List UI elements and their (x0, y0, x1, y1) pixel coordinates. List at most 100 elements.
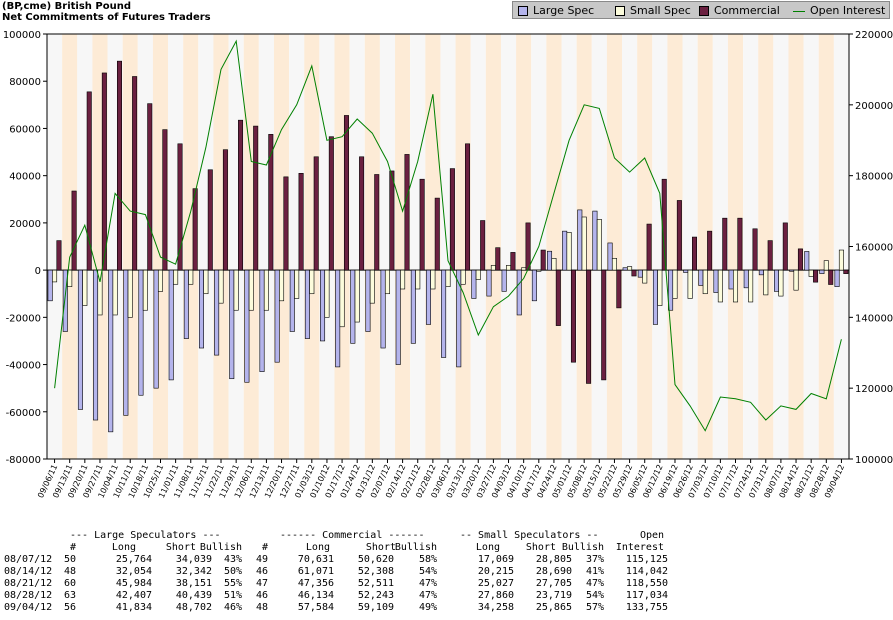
table-cell: 56 (63, 602, 76, 613)
small-spec-bar (400, 269, 406, 290)
header-commercial: ------ Commercial ------ (280, 530, 425, 541)
table-cell: 41% (585, 566, 604, 577)
table-cell: 54% (585, 590, 604, 601)
y2-tick-label: 160000 (855, 243, 893, 254)
small-spec-bar (627, 266, 633, 271)
background-band (697, 34, 713, 459)
y-tick-label: 20000 (9, 219, 41, 230)
legend-swatch-small-spec (615, 6, 625, 16)
small-spec-bar (702, 269, 708, 295)
small-spec-bar (748, 269, 754, 303)
table-cell: 47% (418, 578, 437, 589)
large-spec-bar (607, 242, 613, 271)
table-cell: 32,054 (115, 566, 152, 577)
table-cell: 47% (585, 578, 604, 589)
table-cell: 70,631 (297, 554, 334, 565)
small-spec-bar (324, 269, 330, 318)
small-spec-bar (596, 219, 602, 271)
table-cell: 46,134 (297, 590, 334, 601)
commercial-bar (162, 129, 168, 271)
large-spec-bar (47, 269, 53, 302)
commercial-bar (797, 248, 803, 271)
table-cell: 25,865 (535, 602, 572, 613)
large-spec-bar (62, 269, 68, 332)
large-spec-bar (562, 230, 568, 271)
background-band (500, 34, 517, 459)
legend-label-small-spec: Small Spec (630, 4, 691, 17)
large-spec-bar (652, 269, 658, 325)
small-spec-bar (687, 269, 693, 299)
y-tick-label: 80000 (9, 77, 41, 88)
y2-tick-label: 120000 (855, 384, 893, 395)
legend-line-open-interest (793, 10, 805, 12)
small-spec-bar (52, 269, 58, 283)
small-spec-bar (672, 269, 678, 299)
table-cell: 118,550 (625, 578, 668, 589)
commercial-bar (268, 134, 274, 271)
background-band (712, 34, 728, 459)
background-band (289, 34, 305, 459)
table-cell: 61,071 (297, 566, 334, 577)
large-spec-bar (486, 269, 492, 297)
small-spec-bar (233, 269, 239, 311)
header-count: # (69, 542, 76, 553)
header-count: # (261, 542, 268, 553)
table-cell: 117,034 (625, 590, 668, 601)
small-spec-bar (203, 269, 209, 295)
commercial-bar (177, 143, 183, 271)
table-cell: 58% (418, 554, 437, 565)
large-spec-bar (592, 210, 598, 271)
table-cell: 08/28/12 (4, 590, 53, 601)
commercial-bar (631, 269, 637, 277)
commercial-bar (419, 178, 425, 271)
small-spec-bar (808, 269, 814, 277)
commercial-bar (676, 200, 682, 271)
large-spec-bar (123, 269, 129, 416)
commercial-bar (540, 249, 546, 271)
table-cell: 49 (255, 554, 268, 565)
large-spec-bar (153, 269, 159, 389)
small-spec-bar (82, 269, 88, 306)
commercial-bar (328, 136, 334, 271)
legend-label-open-interest: Open Interest (810, 4, 886, 17)
large-spec-bar (728, 269, 734, 290)
small-spec-bar (506, 265, 512, 271)
small-spec-bar (717, 269, 723, 303)
small-spec-bar (354, 269, 360, 323)
table-cell: 08/07/12 (4, 554, 53, 565)
background-band (727, 34, 744, 459)
table-cell: 27,705 (535, 578, 572, 589)
header-long: Long (305, 542, 330, 553)
background-band (833, 34, 849, 459)
y2-tick-label: 180000 (855, 172, 893, 183)
commercial-bar (843, 269, 849, 274)
header-short: Short (365, 542, 396, 553)
background-band (803, 34, 819, 459)
table-cell: 47% (418, 590, 437, 601)
commercial-bar (465, 143, 471, 271)
table-cell: 28,690 (535, 566, 572, 577)
small-spec-bar (460, 269, 466, 285)
large-spec-bar (168, 269, 174, 381)
commercial-bar (570, 269, 576, 363)
table-cell: 63 (63, 590, 76, 601)
small-spec-bar (733, 269, 739, 303)
table-cell: 55% (223, 578, 242, 589)
small-spec-bar (642, 269, 648, 284)
table-cell: 133,755 (625, 602, 668, 613)
header-long: Long (111, 542, 136, 553)
commercial-bar (253, 125, 259, 271)
large-spec-bar (547, 250, 553, 271)
table-cell: 50% (223, 566, 242, 577)
commercial-bar (374, 174, 380, 271)
small-spec-bar (173, 269, 179, 285)
large-spec-bar (531, 269, 537, 302)
large-spec-bar (108, 269, 114, 433)
commercial-bar (71, 190, 77, 271)
large-spec-bar (774, 269, 780, 292)
large-spec-bar (516, 269, 522, 316)
large-spec-bar (622, 267, 628, 271)
large-spec-bar (819, 269, 825, 274)
large-spec-bar (410, 269, 416, 344)
small-spec-bar (823, 260, 829, 271)
